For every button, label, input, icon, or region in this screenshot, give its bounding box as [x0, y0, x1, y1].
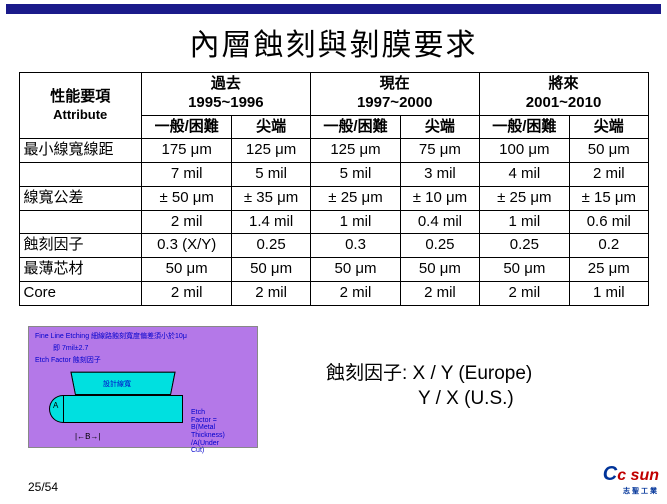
cell: 1 mil [310, 210, 400, 234]
cell: 50 μm [479, 258, 569, 282]
cell: 3 mil [401, 163, 479, 187]
logo-sub: 志聖工業 [603, 486, 659, 496]
logo-c: C [603, 463, 617, 485]
era-future-sub: 2001~2010 [484, 94, 644, 113]
cell: 4 mil [479, 163, 569, 187]
cell: 7 mil [141, 163, 231, 187]
cell: 2 mil [141, 281, 231, 305]
cell: ± 25 μm [310, 186, 400, 210]
table-row: 2 mil1.4 mil1 mil0.4 mil1 mil0.6 mil [19, 210, 648, 234]
cell: 1 mil [570, 281, 648, 305]
diagram-label-a: A [53, 401, 58, 410]
logo-rest: c sun [617, 467, 659, 484]
cell: 0.3 [310, 234, 400, 258]
page-title: 內層蝕刻與剝膜要求 [0, 20, 667, 64]
table-row: 最薄芯材50 μm50 μm50 μm50 μm50 μm25 μm [19, 258, 648, 282]
cell: ± 50 μm [141, 186, 231, 210]
cell: 2 mil [232, 281, 310, 305]
cell: 125 μm [232, 139, 310, 163]
subcol: 一般/困難 [479, 115, 569, 139]
cell: 50 μm [310, 258, 400, 282]
cell: 0.25 [479, 234, 569, 258]
table-row: Core2 mil2 mil2 mil2 mil2 mil1 mil [19, 281, 648, 305]
cell: 0.25 [401, 234, 479, 258]
cell: ± 25 μm [479, 186, 569, 210]
cell: 25 μm [570, 258, 648, 282]
cell: 125 μm [310, 139, 400, 163]
diagram-inside-label: 設計線寬 [103, 379, 131, 389]
top-bar [6, 4, 661, 14]
row-label: 線寬公差 [19, 186, 141, 210]
cell: 0.3 (X/Y) [141, 234, 231, 258]
table-row: 7 mil5 mil5 mil3 mil4 mil2 mil [19, 163, 648, 187]
era-now-sub: 1997~2000 [315, 94, 475, 113]
cell: 5 mil [310, 163, 400, 187]
diagram-label-b: |←B→| [75, 432, 101, 441]
cell: 2 mil [570, 163, 648, 187]
row-label: Core [19, 281, 141, 305]
table-row: 蝕刻因子0.3 (X/Y)0.250.30.250.250.2 [19, 234, 648, 258]
subcol: 一般/困難 [141, 115, 231, 139]
table-row: 最小線寬線距175 μm125 μm125 μm75 μm100 μm50 μm [19, 139, 648, 163]
subcol: 一般/困難 [310, 115, 400, 139]
era-past-top: 過去 [146, 75, 306, 94]
diagram-text-1: Fine Line Etching 細線路蝕刻寬度偏差須小於10μ [35, 331, 187, 341]
table-row: 線寬公差± 50 μm± 35 μm± 25 μm± 10 μm± 25 μm±… [19, 186, 648, 210]
diagram-text-3: Etch Factor 蝕刻因子 [35, 355, 101, 365]
subcol: 尖端 [232, 115, 310, 139]
row-label: 最薄芯材 [19, 258, 141, 282]
cell: 50 μm [401, 258, 479, 282]
cell: ± 10 μm [401, 186, 479, 210]
diagram-side-text: Etch Factor = B(Metal Thickness) /A(Unde… [191, 409, 225, 455]
cell: 50 μm [232, 258, 310, 282]
etch-factor-note: 蝕刻因子: X / Y (Europe) Y / X (U.S.) [326, 362, 532, 411]
cell: 50 μm [570, 139, 648, 163]
era-past-sub: 1995~1996 [146, 94, 306, 113]
cell: 5 mil [232, 163, 310, 187]
cell: 75 μm [401, 139, 479, 163]
note-line-1: 蝕刻因子: X / Y (Europe) [326, 362, 532, 387]
cell: 2 mil [141, 210, 231, 234]
spec-table: 性能要項 Attribute 過去 1995~1996 現在 1997~2000… [19, 72, 649, 306]
cell: 2 mil [401, 281, 479, 305]
diagram-text-2: 即 7mil±2.7 [53, 343, 88, 353]
cell: 0.4 mil [401, 210, 479, 234]
subcol: 尖端 [401, 115, 479, 139]
cell: ± 15 μm [570, 186, 648, 210]
cell: 1 mil [479, 210, 569, 234]
row-label [19, 210, 141, 234]
cell: 0.6 mil [570, 210, 648, 234]
row-label: 蝕刻因子 [19, 234, 141, 258]
attr-header-top: 性能要項 [24, 88, 137, 107]
cell: 2 mil [479, 281, 569, 305]
row-label [19, 163, 141, 187]
cell: 175 μm [141, 139, 231, 163]
era-now-top: 現在 [315, 75, 475, 94]
era-future-top: 將來 [484, 75, 644, 94]
cell: ± 35 μm [232, 186, 310, 210]
subcol: 尖端 [570, 115, 648, 139]
diagram-shape: 設計線寬 A Etch Factor = B(Metal Thickness) … [63, 373, 183, 429]
attr-header-sub: Attribute [24, 107, 137, 123]
cell: 1.4 mil [232, 210, 310, 234]
cell: 50 μm [141, 258, 231, 282]
cell: 0.2 [570, 234, 648, 258]
row-label: 最小線寬線距 [19, 139, 141, 163]
note-line-2: Y / X (U.S.) [326, 387, 532, 412]
cell: 0.25 [232, 234, 310, 258]
cell: 100 μm [479, 139, 569, 163]
logo: Cc sun 志聖工業 [603, 463, 659, 496]
page-number: 25/54 [28, 480, 58, 494]
etch-diagram: Fine Line Etching 細線路蝕刻寬度偏差須小於10μ 即 7mil… [28, 326, 258, 448]
cell: 2 mil [310, 281, 400, 305]
